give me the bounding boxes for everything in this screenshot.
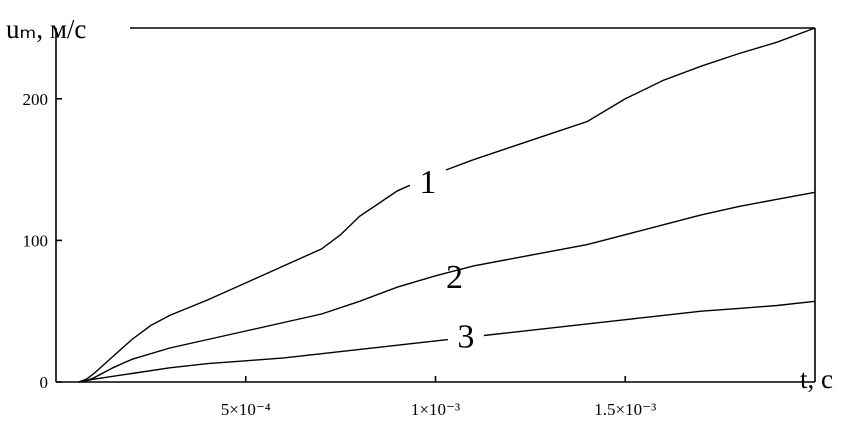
x-axis-title: t, c bbox=[800, 364, 833, 394]
y-axis-title: uₘ, м/с bbox=[6, 14, 86, 44]
series-2-label: 2 bbox=[446, 259, 463, 296]
series-1-line bbox=[445, 27, 816, 171]
x-tick-label: 5×10⁻⁴ bbox=[221, 400, 271, 419]
axes: 0 100 200 5×10⁻⁴ 1×10⁻³ 1.5×10⁻³ bbox=[23, 27, 816, 419]
series-3-line bbox=[483, 300, 816, 337]
series-2-line bbox=[78, 191, 816, 383]
y-tick-label: 200 bbox=[23, 90, 49, 109]
series-1-label: 1 bbox=[419, 164, 436, 201]
series-1-line bbox=[78, 184, 411, 383]
labels: uₘ, м/с t, c 1 2 3 bbox=[6, 14, 833, 394]
x-tick-label: 1.5×10⁻³ bbox=[594, 400, 656, 419]
x-tick-label: 1×10⁻³ bbox=[411, 400, 460, 419]
y-tick-label: 100 bbox=[23, 231, 49, 250]
series-3-label: 3 bbox=[457, 318, 474, 355]
curves bbox=[78, 27, 816, 383]
y-tick-label: 0 bbox=[40, 373, 49, 392]
series-3-line bbox=[78, 338, 448, 383]
